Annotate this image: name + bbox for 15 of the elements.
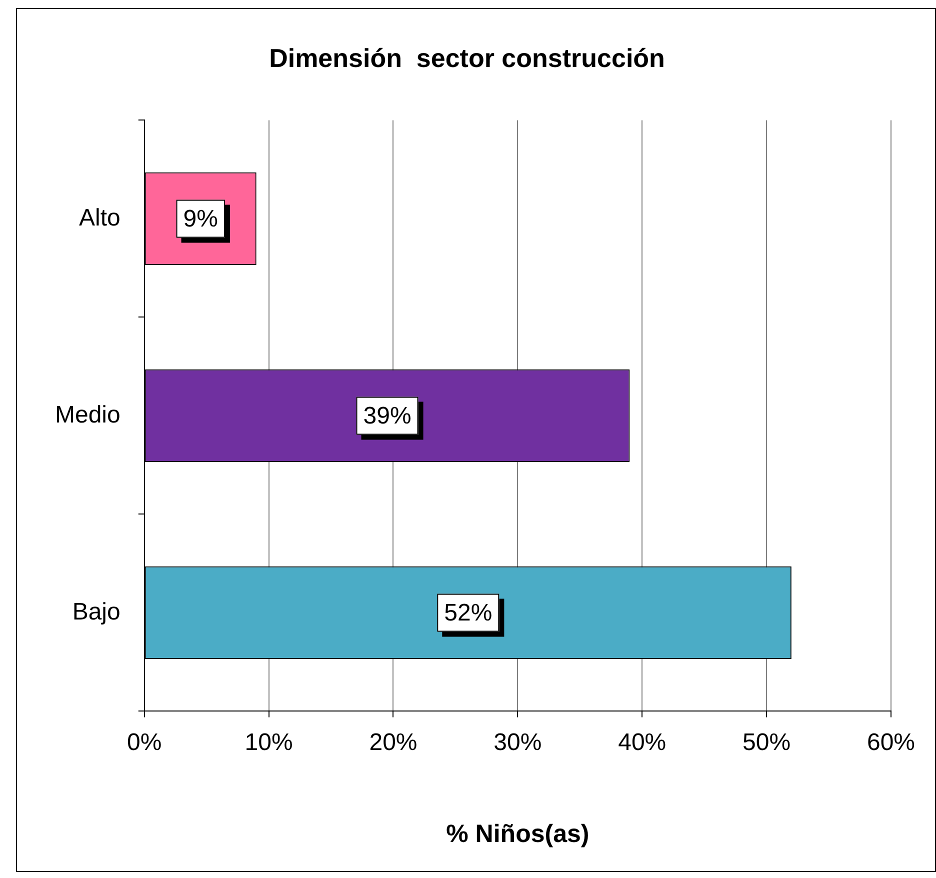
data-label: 9% <box>183 205 218 232</box>
y-tick-label: Medio <box>54 401 120 428</box>
x-tick-label: 60% <box>866 729 916 756</box>
x-axis-title: % Niños(as) <box>446 820 590 848</box>
x-tick-label: 10% <box>244 729 293 756</box>
x-tick-label: 40% <box>618 729 666 756</box>
x-tick-label: 50% <box>742 729 791 756</box>
data-label: 39% <box>363 402 412 430</box>
x-tick-label: 30% <box>494 729 542 756</box>
y-tick-label: Alto <box>79 204 120 232</box>
x-tick-label: 20% <box>369 729 418 756</box>
data-label: 52% <box>444 599 492 626</box>
x-tick-label: 0% <box>127 729 162 756</box>
y-tick-label: Bajo <box>72 598 120 626</box>
chart-title: Dimensión sector construcción <box>269 42 665 73</box>
